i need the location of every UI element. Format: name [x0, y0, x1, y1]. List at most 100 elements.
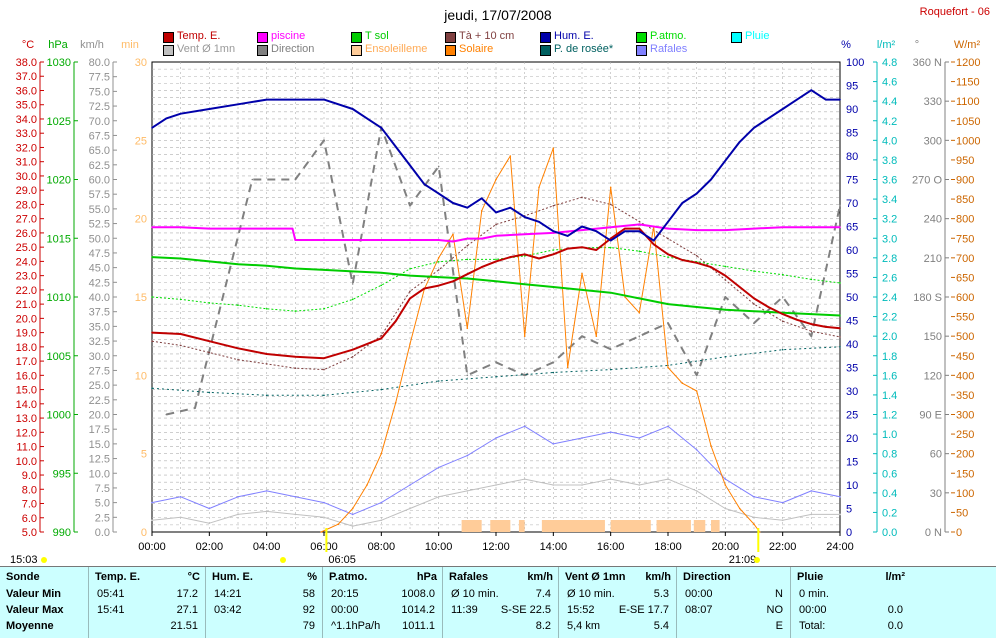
data-point	[265, 490, 268, 492]
stats-cell-time: 5,4 km	[567, 620, 601, 632]
data-point	[380, 127, 383, 129]
stats-cell-time: 11:39	[451, 604, 478, 616]
data-point	[652, 239, 655, 242]
min-tick-label: 10	[135, 370, 147, 382]
stats-cell-time: 00:00	[685, 588, 713, 600]
wind-tick-label: 67.5	[89, 130, 110, 142]
data-point	[695, 254, 698, 257]
data-point	[824, 326, 827, 328]
sunshine-bar	[711, 520, 720, 532]
data-point	[423, 183, 426, 185]
data-point	[839, 496, 841, 498]
wind-tick-label: 5.0	[95, 498, 110, 510]
hum-tick-label: 95	[846, 81, 858, 93]
press-axis-unit: hPa	[48, 39, 68, 51]
data-point	[208, 340, 211, 343]
data-point	[495, 361, 497, 364]
data-point	[552, 147, 555, 149]
data-point	[810, 513, 813, 516]
wind-tick-label: 75.0	[89, 86, 110, 98]
legend-label: P.atmo.	[650, 30, 687, 42]
data-point	[251, 178, 254, 181]
legend-label: T sol	[365, 30, 389, 42]
dir-tick-label: 90 E	[919, 410, 942, 422]
legend-swatch	[163, 32, 174, 43]
rain-tick-label: 0.0	[882, 527, 897, 539]
wind-tick-label: 80.0	[89, 57, 110, 69]
data-point	[710, 266, 712, 268]
data-point	[753, 516, 755, 519]
stats-header: Hum. E.	[212, 571, 253, 583]
stats-column: Sonde Valeur Min Valeur Max Moyenne	[0, 567, 88, 638]
data-point	[724, 356, 727, 358]
data-point	[237, 496, 239, 498]
hum-tick-label: 85	[846, 128, 858, 140]
data-point	[624, 227, 626, 230]
rain-tick-label: 0.2	[882, 507, 897, 519]
data-point	[466, 206, 469, 209]
data-point	[409, 268, 411, 270]
data-point	[609, 203, 612, 206]
data-point	[480, 266, 483, 268]
data-point	[695, 192, 698, 195]
data-point	[423, 287, 426, 290]
rain-tick-label: 1.0	[882, 429, 897, 441]
x-tick-label: 06:00	[310, 541, 338, 553]
data-point	[466, 454, 469, 457]
stats-cell-value: 8.2	[535, 620, 551, 632]
legend-label: Temp. E.	[177, 30, 221, 42]
data-point	[552, 232, 555, 234]
data-point	[208, 302, 211, 304]
temp-tick-label: 37.0	[16, 71, 37, 83]
wind-tick-label: 60.0	[89, 175, 110, 187]
data-point	[839, 98, 841, 101]
data-point	[839, 336, 841, 338]
data-point	[351, 298, 354, 301]
x-tick-label: 16:00	[597, 541, 625, 553]
temp-tick-label: 26.0	[16, 228, 37, 240]
data-point	[781, 273, 784, 276]
solar-tick-label: 1150	[956, 77, 980, 89]
stats-column: Pluie l/m² 0 min. 00:00 0.0 Total: 0.0	[790, 567, 911, 638]
hum-tick-label: 30	[846, 386, 858, 398]
data-point	[758, 531, 761, 533]
data-point	[437, 192, 440, 195]
data-point	[781, 108, 784, 110]
data-point	[323, 516, 325, 519]
temp-tick-label: 32.0	[16, 142, 37, 154]
data-point	[237, 304, 239, 307]
data-point	[351, 283, 354, 285]
solar-tick-label: 0	[956, 527, 962, 539]
stats-header: Direction	[683, 571, 731, 583]
stats-header: Temp. E.	[95, 571, 141, 583]
temp-tick-label: 27.0	[16, 214, 37, 226]
data-point	[380, 452, 383, 455]
data-point	[380, 272, 383, 274]
data-point	[437, 257, 440, 259]
hum-tick-label: 0	[846, 527, 852, 539]
temp-tick-label: 14.0	[16, 399, 37, 411]
x-tick-label: 10:00	[425, 541, 453, 553]
data-point	[437, 380, 440, 382]
stats-cell-value: 21.51	[170, 620, 198, 632]
temp-tick-label: 38.0	[16, 57, 37, 69]
temp-tick-label: 16.0	[16, 370, 37, 382]
data-point	[323, 357, 325, 360]
stats-unit: %	[307, 571, 317, 583]
data-point	[581, 335, 583, 338]
data-point	[351, 108, 354, 110]
stats-column: Rafales km/h Ø 10 min. 7.4 11:39 S-SE 22.5 8.2	[442, 567, 559, 638]
data-point	[151, 256, 153, 258]
solar-tick-label: 500	[956, 331, 974, 343]
data-point	[609, 478, 612, 480]
data-point	[681, 382, 684, 385]
data-point	[208, 391, 211, 394]
data-point	[767, 117, 770, 120]
data-point	[810, 490, 813, 492]
data-point	[595, 249, 598, 251]
temp-tick-label: 34.0	[16, 114, 37, 126]
data-point	[466, 490, 469, 492]
solar-tick-label: 300	[956, 410, 974, 422]
data-point	[480, 197, 483, 200]
legend-label: Pluie	[745, 30, 770, 42]
